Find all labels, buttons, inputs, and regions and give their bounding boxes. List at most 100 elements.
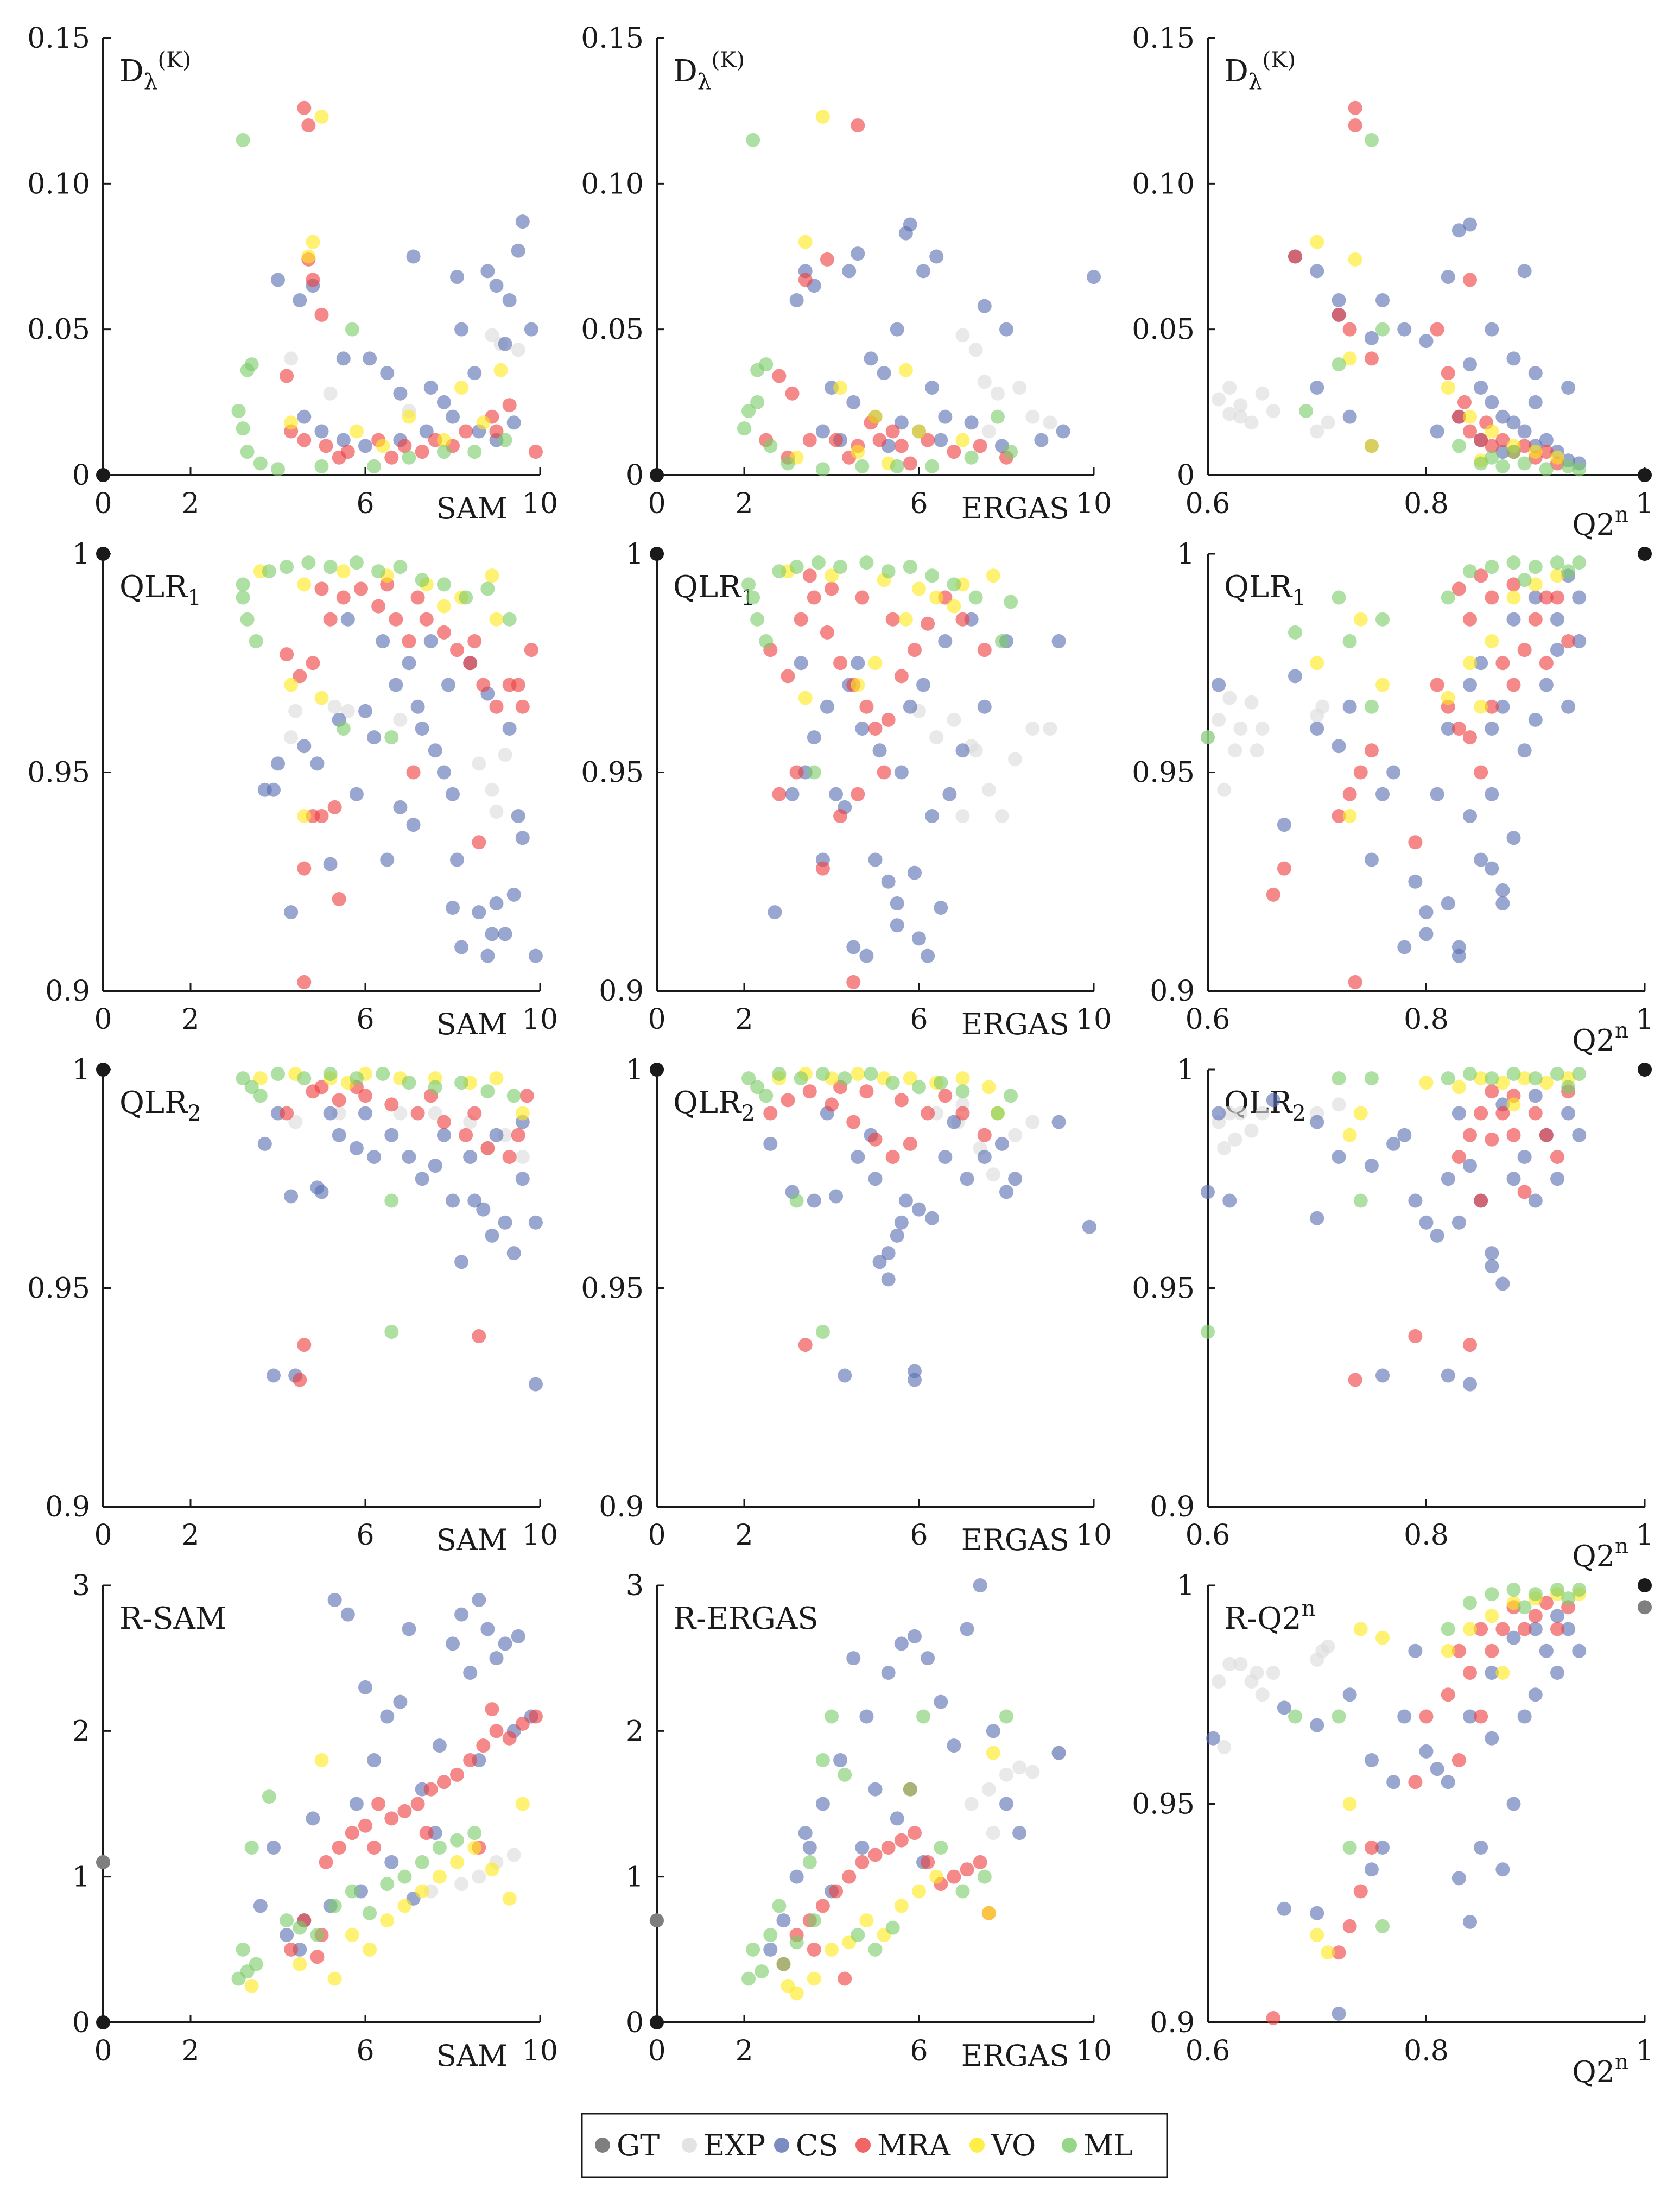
panel-5: 0.90.95102610ERGASQLR1 [581, 538, 1112, 1041]
point-mra [459, 1128, 473, 1142]
legend-item-gt: GT [595, 2128, 660, 2162]
point-gt [1638, 1600, 1652, 1615]
point-ml [249, 1957, 263, 1971]
point-vo [314, 1753, 329, 1767]
point-ml [868, 1942, 883, 1957]
point-cs [463, 1150, 478, 1164]
point-exp [1008, 752, 1023, 767]
point-cs [938, 1150, 953, 1164]
point-cs [1212, 1106, 1226, 1121]
point-ml [240, 612, 255, 627]
point-cs [938, 409, 953, 424]
point-mra [907, 643, 922, 657]
y-tick-label: 1 [626, 1861, 644, 1894]
point-ml [811, 555, 826, 570]
point-mra [528, 1709, 543, 1724]
point-cs [358, 704, 372, 718]
point-ml [825, 1709, 839, 1724]
point-mra [885, 1150, 900, 1164]
point-mra [921, 616, 935, 631]
point-cs [498, 927, 512, 941]
point-ml [1463, 1067, 1477, 1082]
point-mra [1353, 1884, 1368, 1899]
x-tick-label: 0.6 [1185, 1519, 1231, 1552]
y-tick-label: 3 [72, 1570, 90, 1602]
point-mra [423, 1782, 438, 1797]
point-cs [846, 940, 861, 954]
point-cs [358, 439, 372, 453]
point-cs [872, 743, 887, 758]
point-vo [284, 415, 299, 430]
point-ml [746, 590, 760, 605]
point-cs [293, 293, 307, 307]
point-cs [1474, 852, 1488, 867]
point-ml [802, 1855, 817, 1869]
y-tick-label: 0.10 [1132, 168, 1195, 200]
point-vo [1495, 1666, 1510, 1680]
x-tick-label: 6 [910, 488, 928, 520]
point-cs [763, 1942, 778, 1957]
point-exp [485, 328, 499, 343]
point-mra [314, 809, 329, 823]
point-mra [947, 445, 961, 459]
point-cs [380, 366, 395, 381]
point-cs [789, 1869, 804, 1884]
point-cs [776, 1913, 791, 1928]
point-exp [1008, 1128, 1023, 1142]
point-cs [1008, 1172, 1023, 1186]
point-cs [894, 1636, 909, 1651]
point-ml [1364, 132, 1379, 147]
points-group [96, 547, 543, 989]
point-mra [1266, 2010, 1280, 2025]
point-mra [1342, 1919, 1357, 1933]
point-mra [947, 1869, 961, 1884]
point-mra [297, 100, 312, 115]
point-vo [489, 612, 504, 627]
point-cs [1375, 787, 1390, 801]
point-ml [436, 577, 451, 592]
legend-items: GT EXP CS MRA VO ML [595, 2128, 1133, 2162]
point-cs [855, 722, 870, 736]
point-exp [489, 804, 504, 819]
point-cs [903, 217, 917, 232]
point-ml [249, 634, 263, 648]
point-mra [907, 1826, 922, 1841]
point-cs [1572, 1128, 1587, 1142]
point-cs [450, 270, 465, 284]
point-exp [1244, 1123, 1259, 1138]
point-mra [833, 809, 848, 823]
point-cs [1310, 1211, 1324, 1225]
point-mra [921, 1106, 935, 1121]
point-cs [271, 756, 285, 771]
point-mra [772, 787, 787, 801]
point-ml [253, 456, 268, 471]
y-tick-label: 0.9 [599, 975, 644, 1008]
point-mra [511, 1128, 525, 1142]
point-cs [1485, 1246, 1499, 1261]
point-cs [898, 1193, 913, 1208]
point-ml [271, 462, 285, 477]
point-cs [947, 1115, 961, 1129]
point-exp [981, 782, 996, 797]
point-cs [1386, 1775, 1401, 1789]
point-cs [502, 293, 517, 307]
point-ml [397, 1869, 412, 1884]
point-mra [877, 765, 891, 780]
point-mra [367, 1841, 382, 1855]
x-tick-label: 0 [94, 1519, 112, 1552]
point-vo [825, 568, 839, 583]
panel-title: Dλ(K) [1224, 47, 1296, 94]
points-group [650, 109, 1101, 482]
point-vo [1506, 590, 1521, 605]
point-mra [1457, 395, 1472, 409]
point-cs [1441, 270, 1455, 284]
point-cs [1506, 1172, 1521, 1186]
point-vo [1353, 1106, 1368, 1121]
point-mra [820, 252, 834, 267]
y-tick-label: 0.9 [1150, 2007, 1195, 2039]
point-cs [393, 386, 408, 401]
point-ml [855, 459, 870, 473]
point-mra [955, 612, 970, 627]
point-mra [977, 1128, 992, 1142]
